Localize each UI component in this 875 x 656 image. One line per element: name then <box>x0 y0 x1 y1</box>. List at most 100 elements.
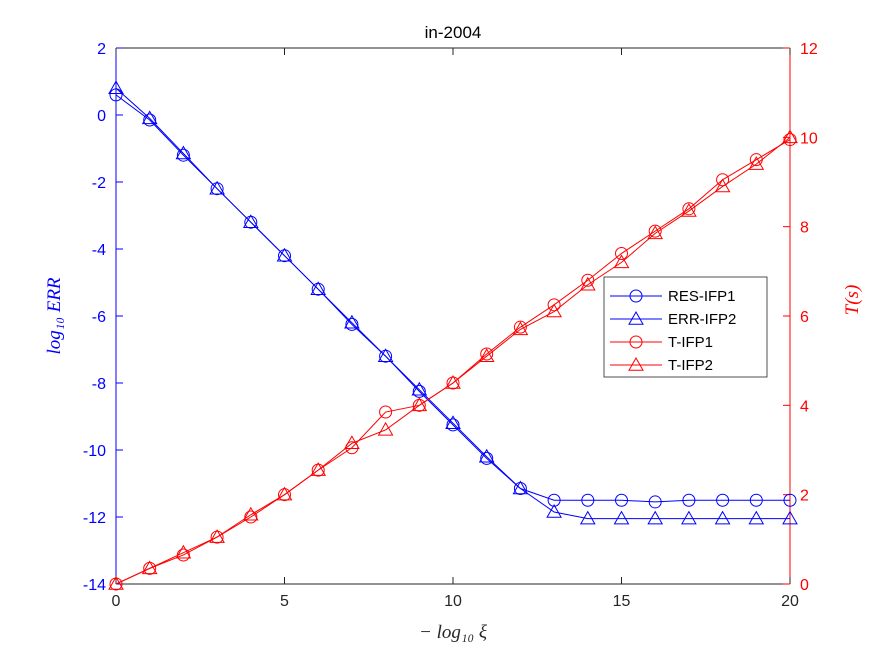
series-0-point-13 <box>547 493 561 507</box>
series-1-point-9 <box>411 381 428 396</box>
series-3-point-14 <box>579 276 596 291</box>
series-3-point-7 <box>344 435 360 450</box>
right-y-axis-label: T(s) <box>842 285 863 316</box>
series-3-point-16 <box>647 225 664 240</box>
series-1-point-10 <box>445 415 461 429</box>
series-1-point-0 <box>108 80 124 94</box>
x-tick-label-3: 15 <box>613 593 631 610</box>
series-ERR-IFP2 <box>108 80 798 525</box>
legend-label-2: T-IFP1 <box>668 334 713 351</box>
series-3-point-9 <box>411 397 428 412</box>
series-1-point-13 <box>546 503 562 518</box>
left-y-axis-label: log₁₀ ERR <box>44 277 65 354</box>
series-1-point-18 <box>714 510 731 525</box>
right-y-tick-label-4: 4 <box>800 398 809 415</box>
left-y-tick-label-7: -12 <box>83 510 106 527</box>
series-3-point-20 <box>782 129 798 144</box>
series-0-point-11 <box>480 451 494 465</box>
series-2-point-16 <box>648 224 662 238</box>
series-1-point-15 <box>613 510 630 525</box>
series-0-point-19 <box>749 493 763 507</box>
right-y-tick-label-2: 8 <box>800 220 809 237</box>
series-3-point-5 <box>276 486 293 501</box>
x-tick-label-1: 5 <box>280 593 289 610</box>
series-1-point-20 <box>782 510 798 525</box>
series-1-point-14 <box>579 510 596 525</box>
series-0-point-16 <box>648 495 662 509</box>
series-1-point-4 <box>242 214 259 228</box>
series-3-point-13 <box>546 303 562 318</box>
series-3-point-11 <box>478 348 495 362</box>
series-1-point-2 <box>175 145 192 160</box>
right-y-tick-label-6: 0 <box>800 577 809 594</box>
series-0-point-1 <box>143 113 157 127</box>
series-2-point-12 <box>513 320 527 334</box>
legend-label-0: RES-IFP1 <box>668 288 736 305</box>
series-0-point-15 <box>615 493 628 507</box>
chart-title: in-2004 <box>425 23 482 42</box>
legend-marker-3 <box>628 356 644 371</box>
series-2-point-4 <box>244 510 258 524</box>
x-axis-label: − log₁₀ ξ <box>419 622 488 643</box>
series-layer <box>108 80 798 591</box>
series-3-point-15 <box>613 254 630 269</box>
x-tick-label-4: 20 <box>781 593 799 610</box>
series-0-point-10 <box>446 418 460 432</box>
series-0-point-17 <box>682 493 696 507</box>
series-1-point-11 <box>478 448 495 463</box>
left-y-tick-label-6: -10 <box>83 443 106 460</box>
series-1-point-12 <box>512 480 529 495</box>
legend-box <box>603 276 768 378</box>
x-tick-label-0: 0 <box>112 593 121 610</box>
series-3-point-19 <box>748 156 765 170</box>
series-2-point-11 <box>480 347 494 361</box>
left-y-tick-label-4: -6 <box>92 309 106 326</box>
left-y-tick-label-3: -4 <box>92 242 106 259</box>
legend-marker-2 <box>629 335 643 349</box>
left-y-tick-label-8: -14 <box>83 577 106 594</box>
left-y-tick-label-0: 2 <box>97 41 106 58</box>
series-0-point-14 <box>581 493 595 507</box>
series-3-point-8 <box>377 421 394 436</box>
series-3-point-17 <box>681 203 697 217</box>
series-2-point-13 <box>547 298 561 312</box>
right-y-tick-label-5: 2 <box>800 488 809 505</box>
series-1-point-5 <box>276 247 293 262</box>
series-0-point-0 <box>109 88 123 102</box>
series-3-point-1 <box>141 560 158 575</box>
series-0-point-18 <box>716 493 730 507</box>
series-0-point-20 <box>783 493 797 507</box>
legend-label-3: T-IFP2 <box>668 357 713 374</box>
series-1-point-16 <box>647 510 664 525</box>
legend: RES-IFP1 ERR-IFP2 T-IFP1 T-IFP2 <box>603 276 768 378</box>
left-y-tick-label-1: 0 <box>97 108 106 125</box>
series-1-point-17 <box>681 510 697 525</box>
series-3-point-0 <box>108 575 124 590</box>
right-y-tick-label-3: 6 <box>800 309 809 326</box>
right-y-tick-label-1: 10 <box>800 130 818 147</box>
series-2-point-15 <box>615 246 628 260</box>
series-2-point-18 <box>716 173 730 187</box>
x-tick-label-2: 10 <box>444 593 462 610</box>
legend-entries: RES-IFP1 ERR-IFP2 T-IFP1 T-IFP2 <box>610 288 736 374</box>
series-1-point-7 <box>344 314 360 329</box>
series-1-point-19 <box>748 510 765 525</box>
legend-marker-0 <box>629 289 643 303</box>
series-1-point-3 <box>209 180 225 195</box>
series-line-1 <box>115 87 790 520</box>
series-T-IFP2 <box>108 129 798 590</box>
series-0-point-7 <box>345 317 359 331</box>
series-3-point-12 <box>512 321 529 336</box>
left-y-tick-label-2: -2 <box>92 175 106 192</box>
series-0-point-2 <box>176 148 190 162</box>
series-3-point-4 <box>242 506 259 521</box>
series-2-point-8 <box>379 405 393 419</box>
series-3-point-18 <box>714 178 731 193</box>
series-1-point-1 <box>141 110 158 125</box>
legend-marker-1 <box>628 310 644 325</box>
series-1-point-6 <box>310 281 327 295</box>
series-2-point-17 <box>682 202 696 216</box>
series-1-point-8 <box>377 348 394 362</box>
